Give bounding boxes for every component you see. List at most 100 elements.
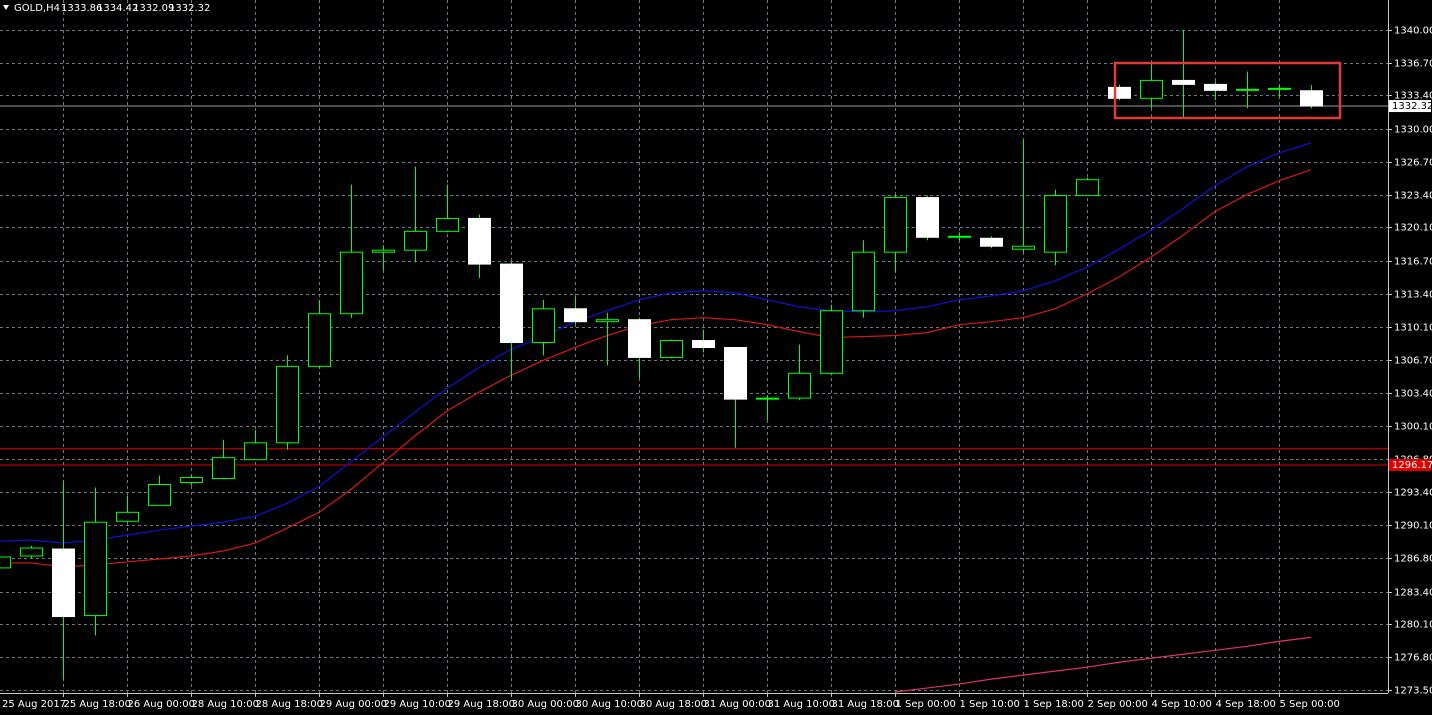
candle-body [52, 548, 75, 618]
symbol-title: GOLD,H4 [14, 3, 60, 14]
y-tick-label: 1276.80 [1394, 653, 1432, 664]
candle-body [180, 477, 203, 484]
bid-price-box [1389, 100, 1431, 113]
x-tick-label: 25 Aug 18:00 [64, 699, 131, 710]
x-tick-label: 29 Aug 10:00 [384, 699, 451, 710]
candle-body [980, 237, 1003, 247]
candle-body [1076, 179, 1099, 197]
candle-body [116, 511, 139, 522]
candle-body [596, 319, 619, 323]
candle-body [756, 397, 779, 400]
candle-body [20, 547, 43, 557]
candle-body [628, 319, 651, 358]
x-tick-label: 30 Aug 18:00 [640, 699, 707, 710]
candle-body [436, 217, 459, 232]
moving-average-line [894, 636, 1312, 693]
candle-body [0, 556, 11, 569]
y-tick-label: 1290.10 [1394, 521, 1432, 532]
x-tick-label: 31 Aug 00:00 [704, 699, 771, 710]
x-tick-label: 31 Aug 18:00 [832, 699, 899, 710]
x-tick-label: 31 Aug 10:00 [768, 699, 835, 710]
y-tick-label: 1333.40 [1394, 91, 1432, 102]
y-tick-label: 1286.80 [1394, 554, 1432, 565]
candle-body [372, 249, 395, 253]
y-tick-label: 1326.70 [1394, 158, 1432, 169]
candle-body [1012, 245, 1035, 250]
x-tick-label: 1 Sep 18:00 [1024, 699, 1084, 710]
x-tick-label: 30 Aug 10:00 [576, 699, 643, 710]
highlight-box [1113, 61, 1342, 120]
candle-body [1108, 86, 1131, 99]
y-tick-label: 1306.70 [1394, 356, 1432, 367]
candle-body [1268, 87, 1291, 90]
candle-body [84, 521, 107, 617]
x-tick-label: 25 Aug 2017 [2, 699, 66, 710]
candle-body [212, 457, 235, 480]
candle-body [244, 442, 267, 461]
y-tick-label: 1340.00 [1394, 26, 1432, 37]
axis-labels: 1340.00 1336.70 1333.40 1330.00 1326.70 1323.… [2, 26, 1432, 711]
x-tick-label: 5 Sep 00:00 [1280, 699, 1340, 710]
bid-price-label: 1332.32 [1392, 101, 1432, 112]
candle-body [692, 340, 715, 348]
y-tick-label: 1336.70 [1394, 59, 1432, 70]
candle-body [1204, 83, 1227, 91]
candle-body [148, 484, 171, 506]
y-tick-label: 1330.00 [1394, 125, 1432, 136]
x-tick-label: 4 Sep 18:00 [1216, 699, 1276, 710]
candle-body [404, 230, 427, 251]
y-tick-label: 1280.10 [1394, 620, 1432, 631]
candle-body [1236, 88, 1259, 91]
candle-body [1140, 79, 1163, 99]
candle-body [468, 217, 491, 265]
y-tick-label: 1316.70 [1394, 257, 1432, 268]
candle-body [1300, 90, 1323, 107]
grid [0, 0, 1388, 693]
candle-body [884, 197, 907, 253]
collapse-arrow [3, 5, 9, 10]
x-tick-label: 2 Sep 00:00 [1088, 699, 1148, 710]
level-price-box [1389, 458, 1431, 471]
y-tick-label: 1303.40 [1394, 389, 1432, 400]
moving-average-line [0, 169, 1312, 568]
candle-body [916, 197, 939, 238]
moving-average-line [0, 142, 1312, 544]
candle-body [308, 313, 331, 367]
candle-body [564, 308, 587, 323]
candle-body [660, 340, 683, 358]
x-tick-label: 30 Aug 00:00 [512, 699, 579, 710]
header-close: 1332.32 [169, 3, 210, 14]
header-open: 1333.86 [61, 3, 102, 14]
candle-body [1172, 79, 1195, 85]
x-tick-label: 28 Aug 18:00 [256, 699, 323, 710]
y-tick-label: 1273.50 [1394, 686, 1432, 697]
y-tick-label: 1300.10 [1394, 422, 1432, 433]
x-tick-label: 1 Sep 10:00 [960, 699, 1020, 710]
x-tick-label: 28 Aug 10:00 [192, 699, 259, 710]
y-tick-label: 1283.40 [1394, 588, 1432, 599]
y-tick-label: 1323.40 [1394, 191, 1432, 202]
candle-body [948, 235, 971, 238]
header-low: 1332.09 [133, 3, 174, 14]
x-tick-label: 4 Sep 10:00 [1152, 699, 1212, 710]
candle-body [340, 251, 363, 315]
candle-body [724, 346, 747, 400]
candle-body [500, 263, 523, 344]
candle-body [1044, 195, 1067, 253]
candle-body [852, 251, 875, 312]
x-tick-label: 29 Aug 18:00 [448, 699, 515, 710]
y-tick-label: 1313.40 [1394, 290, 1432, 301]
x-tick-label: 29 Aug 00:00 [320, 699, 387, 710]
header-high: 1334.42 [97, 3, 138, 14]
candle-body [788, 372, 811, 399]
plot-area [0, 29, 1388, 693]
x-tick-label: 26 Aug 00:00 [128, 699, 195, 710]
candle-body [820, 310, 843, 374]
x-tick-label: 1 Sep 00:00 [896, 699, 956, 710]
y-tick-label: 1320.10 [1394, 223, 1432, 234]
level-price-label: 1296.17 [1392, 460, 1432, 471]
candle-body [532, 308, 555, 344]
candle-body [276, 365, 299, 444]
